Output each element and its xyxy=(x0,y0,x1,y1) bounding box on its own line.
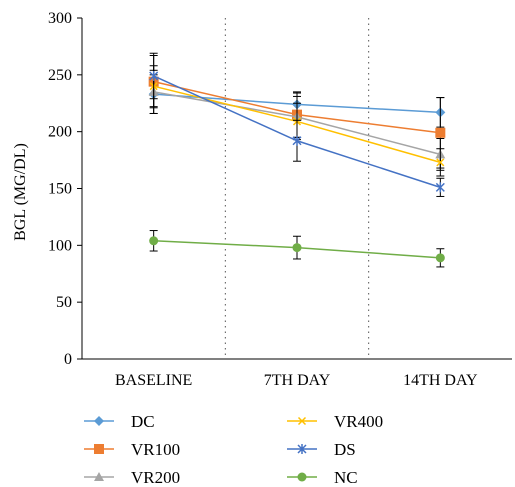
x-tick-label: 7TH DAY xyxy=(264,372,331,389)
series-layer xyxy=(148,52,446,268)
x-axis-labels: BASELINE 7TH DAY 14TH DAY xyxy=(115,372,478,389)
y-tick-label: 300 xyxy=(48,10,72,27)
y-tick-label: 150 xyxy=(48,181,72,198)
legend-item-dc: DC xyxy=(84,412,155,431)
y-tick-label: 0 xyxy=(64,351,72,368)
legend-label: VR200 xyxy=(131,468,180,487)
legend-label: VR400 xyxy=(334,412,383,431)
data-point xyxy=(297,444,307,454)
legend-item-vr200: VR200 xyxy=(84,468,180,487)
legend-item-vr400: VR400 xyxy=(287,412,383,431)
y-tick-label: 200 xyxy=(48,124,72,141)
axes xyxy=(81,18,512,360)
y-axis-ticks: 0 50 100 150 200 250 300 xyxy=(48,10,82,368)
data-point xyxy=(297,416,307,426)
data-point xyxy=(435,182,445,193)
y-tick-label: 50 xyxy=(56,294,72,311)
legend-label: NC xyxy=(334,468,358,487)
legend: DC VR100 VR200 VR400 DS NC xyxy=(84,412,383,487)
legend-item-vr100: VR100 xyxy=(84,440,180,459)
y-tick-label: 250 xyxy=(48,67,72,84)
data-point xyxy=(435,127,446,138)
series-ds xyxy=(149,52,445,197)
legend-item-ds: DS xyxy=(287,440,356,459)
category-separators xyxy=(224,18,370,359)
legend-label: VR100 xyxy=(131,440,180,459)
y-tick-label: 100 xyxy=(48,237,72,254)
x-tick-label: BASELINE xyxy=(115,372,192,389)
data-point xyxy=(94,444,104,454)
data-point xyxy=(292,135,302,146)
data-point xyxy=(149,236,159,246)
legend-label: DS xyxy=(334,440,356,459)
data-point xyxy=(436,158,445,167)
data-point xyxy=(94,472,104,481)
data-point xyxy=(435,253,445,263)
x-tick-label: 14TH DAY xyxy=(403,372,478,389)
data-point xyxy=(149,70,159,81)
legend-label: DC xyxy=(131,412,155,431)
y-axis-label: BGL (MG/DL) xyxy=(12,143,29,241)
data-point xyxy=(297,472,307,482)
series-nc xyxy=(149,230,445,268)
legend-item-nc: NC xyxy=(287,468,358,487)
data-point xyxy=(94,416,104,426)
data-point xyxy=(292,243,302,253)
